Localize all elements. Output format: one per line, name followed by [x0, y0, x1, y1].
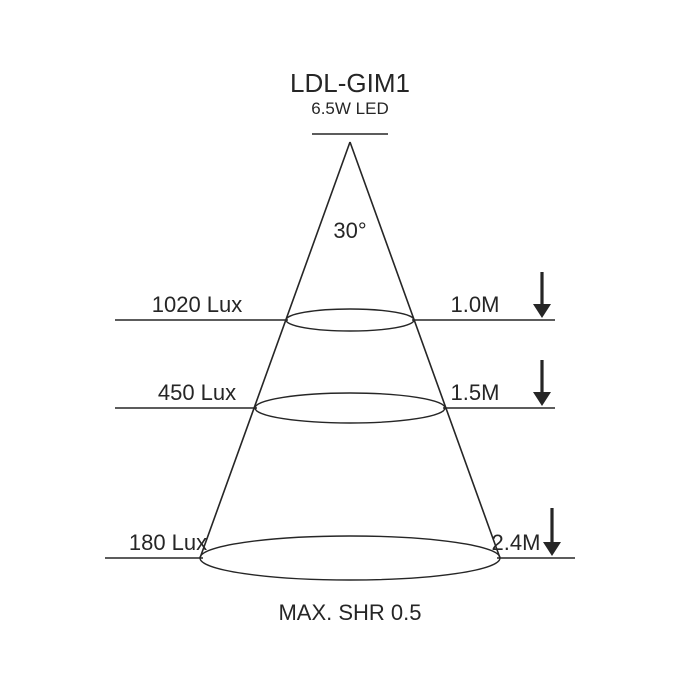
title-wattage: 6.5W LED: [311, 99, 388, 118]
distance-label-2: 2.4M: [492, 530, 541, 555]
title-model: LDL-GIM1: [290, 68, 410, 98]
lux-label-1: 450 Lux: [158, 380, 236, 405]
distance-label-0: 1.0M: [451, 292, 500, 317]
distance-label-1: 1.5M: [451, 380, 500, 405]
lux-label-0: 1020 Lux: [152, 292, 243, 317]
footer-label: MAX. SHR 0.5: [278, 600, 421, 625]
beam-angle-label: 30°: [333, 218, 366, 243]
lux-label-2: 180 Lux: [129, 530, 207, 555]
light-cone-diagram: LDL-GIM16.5W LED 30° 1020 Lux 1.0M 450 Lux 1.…: [0, 0, 700, 700]
